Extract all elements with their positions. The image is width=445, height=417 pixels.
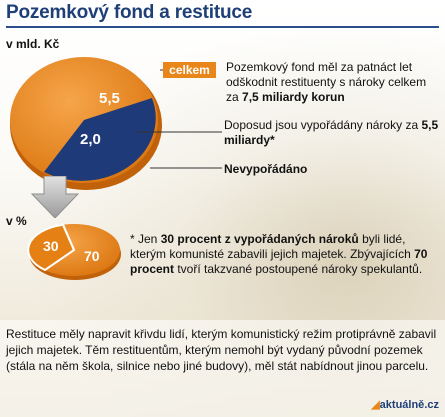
title-divider [6, 26, 439, 28]
logo-suffix: .cz [424, 399, 439, 411]
down-arrow-icon [30, 176, 80, 218]
pie2-slice-30 [27, 223, 76, 272]
logo-mark-icon: ◢ [371, 399, 380, 411]
chart2-unit-label: v % [6, 214, 27, 228]
pie2-label-30: 30 [43, 238, 59, 254]
chart1-unit-label: v mld. Kč [6, 37, 60, 51]
pie-chart-amounts: 5,5 2,0 [10, 57, 222, 190]
callout-settled-text: Doposud jsou vypořádány nároky za [224, 118, 422, 132]
callout-unsettled: Nevypořádáno [224, 162, 308, 176]
callout-total: Pozemkový fond měl za patnáct let odškod… [226, 60, 441, 105]
callout-total-value: 7,5 miliardy korun [242, 90, 345, 104]
callout-total-text: Pozemkový fond měl za patnáct let odškod… [226, 60, 427, 104]
callout-settled-value: 5,5 miliardy* [224, 118, 439, 147]
footnote-strong: 30 procent z vypořádaných nároků [160, 232, 359, 246]
brand-logo[interactable]: ◢aktuálně.cz [371, 398, 439, 411]
total-badge: celkem [163, 62, 216, 78]
pie2-label-70: 70 [84, 248, 100, 264]
pie1-label-orange: 5,5 [99, 90, 120, 107]
logo-name: aktuálně [379, 399, 425, 411]
pie1-slice-navy [44, 98, 156, 181]
pie1-label-navy: 2,0 [80, 131, 101, 148]
pie2-divider [62, 224, 75, 251]
footnote-part: * Jen [130, 232, 161, 246]
callout-settled: Doposud jsou vypořádány nároky za 5,5 mi… [224, 118, 439, 148]
page-title: Pozemkový fond a restituce [6, 2, 253, 23]
footnote: * Jen 30 procent z vypořádaných nároků b… [130, 232, 438, 277]
footnote-part: byli lidé, kterým komunisté zabavili jej… [130, 232, 415, 261]
info-text: Restituce měly napravit křivdu lidí, kte… [6, 327, 437, 373]
pie-chart-percent: 30 70 [27, 223, 121, 280]
footnote-strong: 70 procent [130, 247, 428, 276]
info-panel [0, 320, 445, 417]
footnote-part: tvoří takzvané postoupené nároky spekula… [174, 262, 423, 276]
